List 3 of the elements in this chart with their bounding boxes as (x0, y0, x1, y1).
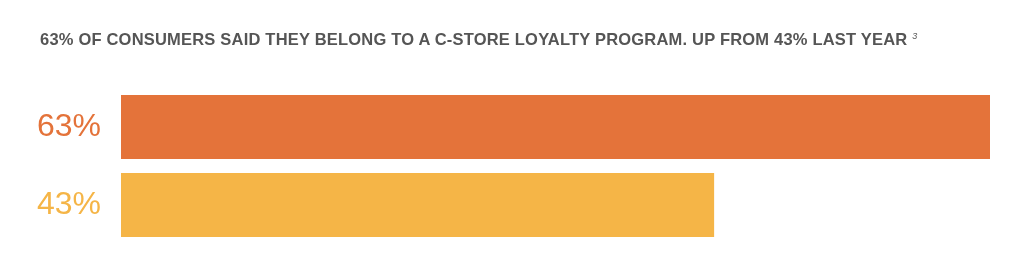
data-label: 43% (36, 184, 101, 221)
chart-title: 63% OF CONSUMERS SAID THEY BELONG TO A C-STORE LOYALTY PROGRAM. UP FROM 43% LAST YEAR $^{3}$ (40, 30, 918, 49)
data-label: 63% (36, 106, 101, 143)
